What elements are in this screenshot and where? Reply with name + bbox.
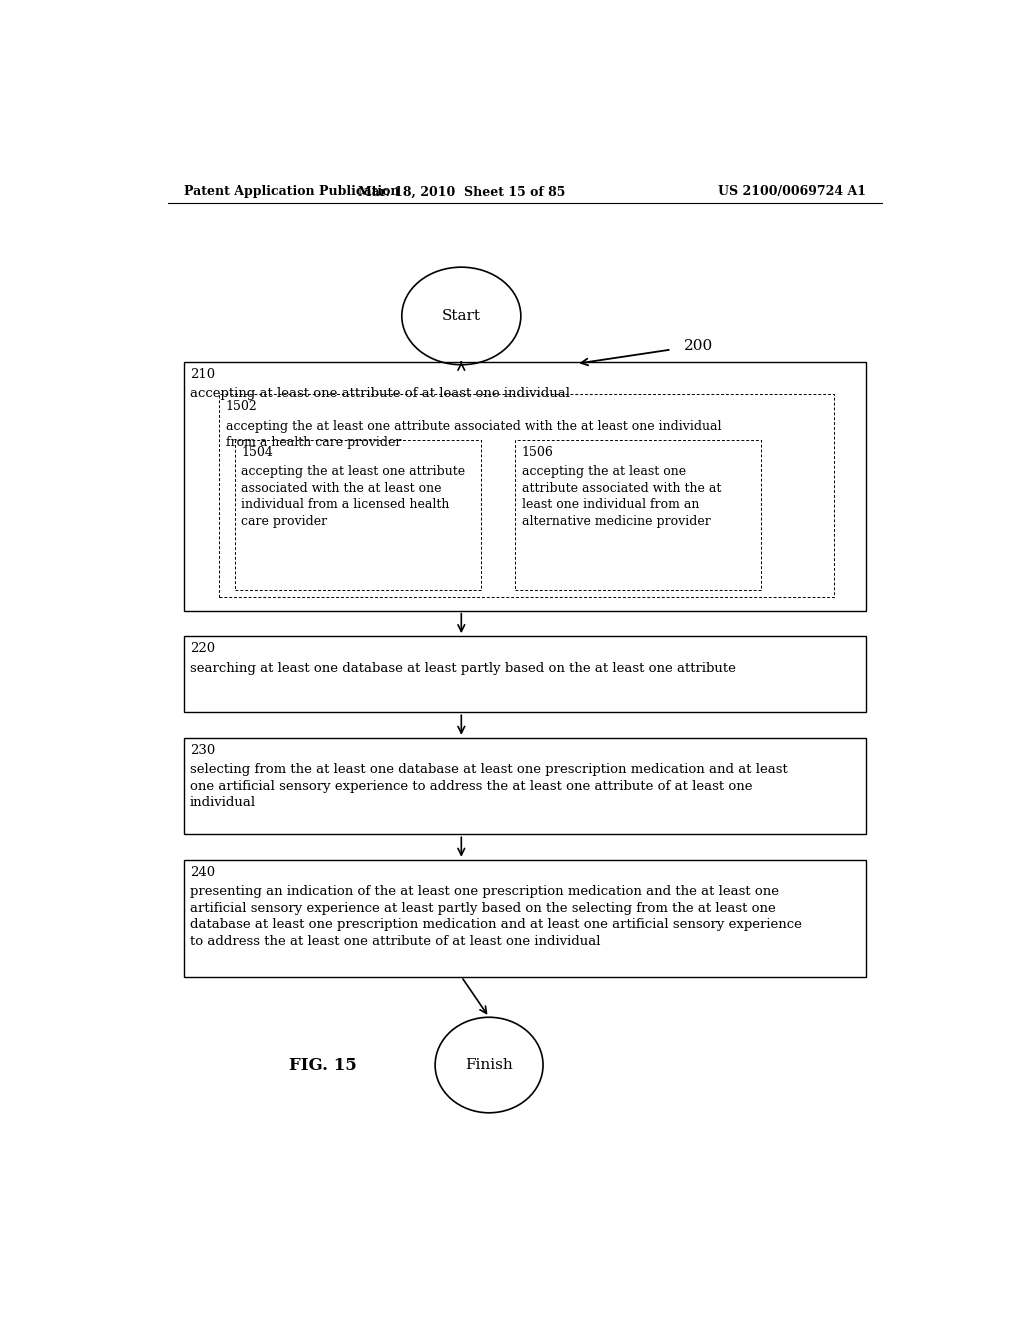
Bar	[236, 440, 481, 590]
Text: 230: 230	[189, 744, 215, 756]
Text: Patent Application Publication: Patent Application Publication	[183, 185, 399, 198]
Text: presenting an indication of the at least one prescription medication and the at : presenting an indication of the at least…	[189, 886, 802, 948]
Bar	[183, 859, 866, 977]
Text: 1502: 1502	[225, 400, 257, 413]
Text: Start: Start	[441, 309, 481, 323]
Bar	[515, 440, 761, 590]
Text: 210: 210	[189, 368, 215, 380]
Text: 220: 220	[189, 643, 215, 655]
Text: US 2100/0069724 A1: US 2100/0069724 A1	[718, 185, 866, 198]
Text: 240: 240	[189, 866, 215, 879]
Text: FIG. 15: FIG. 15	[289, 1056, 356, 1073]
Text: 1504: 1504	[242, 446, 273, 459]
Text: Finish: Finish	[465, 1059, 513, 1072]
Text: selecting from the at least one database at least one prescription medication an: selecting from the at least one database…	[189, 763, 787, 809]
Text: 200: 200	[684, 339, 713, 354]
Text: accepting the at least one attribute
associated with the at least one
individual: accepting the at least one attribute ass…	[242, 466, 466, 528]
Text: Mar. 18, 2010  Sheet 15 of 85: Mar. 18, 2010 Sheet 15 of 85	[357, 185, 565, 198]
Text: 1506: 1506	[521, 446, 554, 459]
Bar	[219, 395, 835, 598]
Text: searching at least one database at least partly based on the at least one attrib: searching at least one database at least…	[189, 661, 736, 675]
Text: accepting the at least one
attribute associated with the at
least one individual: accepting the at least one attribute ass…	[521, 466, 721, 528]
Bar	[183, 738, 866, 834]
Text: accepting the at least one attribute associated with the at least one individual: accepting the at least one attribute ass…	[225, 420, 721, 449]
Bar	[183, 362, 866, 611]
Bar	[183, 636, 866, 713]
Text: accepting at least one attribute of at least one individual: accepting at least one attribute of at l…	[189, 387, 570, 400]
